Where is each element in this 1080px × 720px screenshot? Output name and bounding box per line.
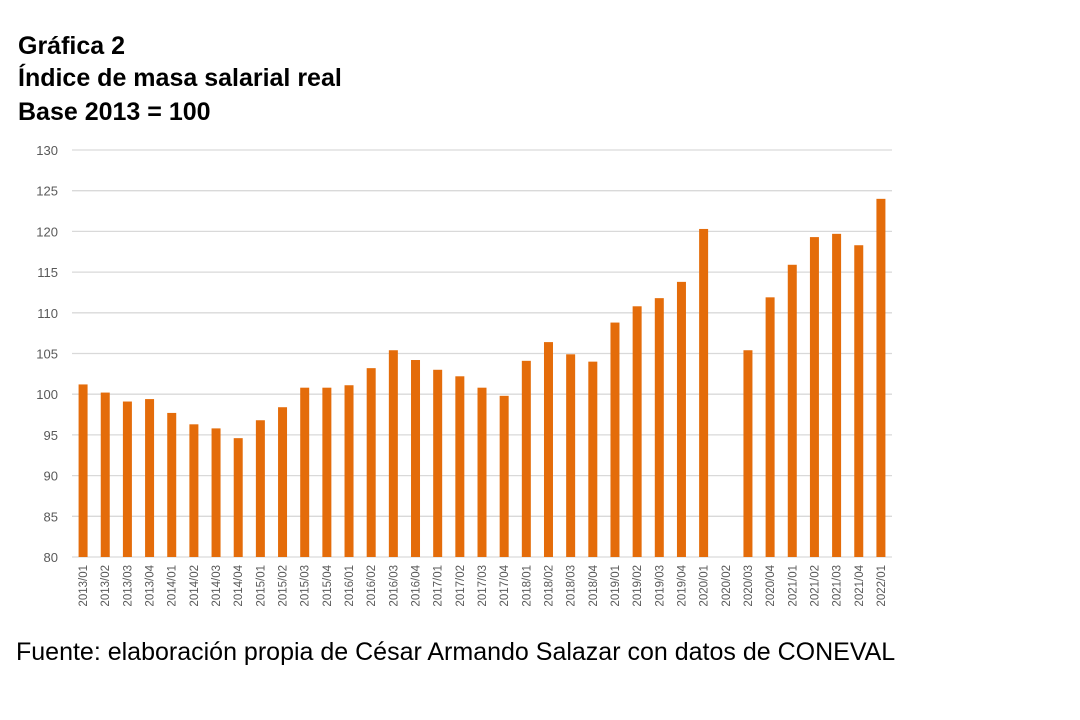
bar [433, 369, 443, 557]
bar [787, 264, 797, 557]
x-tick-label: 2021/04 [854, 564, 866, 606]
bar [765, 297, 775, 557]
bar [122, 401, 132, 557]
x-tick-label: 2018/02 [543, 565, 555, 607]
bar [854, 245, 864, 557]
y-tick-label: 80 [44, 550, 58, 565]
bar [145, 399, 155, 557]
bar [588, 361, 598, 557]
bar [100, 392, 110, 557]
x-tick-label: 2016/04 [411, 564, 423, 606]
bar [78, 384, 88, 557]
bar [189, 424, 199, 557]
bar [543, 342, 553, 557]
y-tick-label: 100 [36, 387, 58, 402]
bar [676, 281, 686, 557]
y-tick-label: 95 [44, 428, 58, 443]
y-tick-label: 90 [44, 469, 58, 484]
x-tick-label: 2014/04 [233, 564, 245, 606]
bar [455, 376, 465, 557]
x-tick-label: 2013/03 [122, 565, 134, 607]
x-tick-label: 2015/02 [278, 565, 290, 607]
x-tick-label: 2017/02 [455, 565, 467, 607]
bar [211, 428, 221, 557]
chart-title-line-2: Índice de masa salarial real [18, 64, 342, 92]
bar [411, 360, 421, 557]
y-tick-label: 105 [36, 347, 58, 362]
bar [876, 198, 886, 557]
x-tick-label: 2017/03 [477, 565, 489, 607]
x-tick-label: 2019/02 [632, 565, 644, 607]
bar [521, 360, 531, 557]
y-tick-label: 85 [44, 509, 58, 524]
bar [499, 395, 509, 557]
chart-title-line-1: Gráfica 2 [18, 32, 126, 60]
x-tick-label: 2021/01 [787, 565, 799, 607]
bar [366, 368, 376, 557]
x-tick-label: 2018/04 [588, 564, 600, 606]
x-tick-label: 2013/01 [78, 565, 90, 607]
x-tick-label: 2020/04 [765, 564, 777, 606]
x-tick-label: 2014/03 [211, 565, 223, 607]
bar [388, 350, 398, 557]
bar [743, 350, 753, 557]
x-tick-label: 2018/03 [566, 565, 578, 607]
bar [610, 322, 620, 557]
bar [344, 385, 354, 557]
bar [654, 298, 664, 557]
bar [322, 387, 332, 557]
x-tick-label: 2017/01 [433, 565, 445, 607]
x-tick-label: 2015/04 [322, 564, 334, 606]
x-tick-label: 2020/01 [699, 565, 711, 607]
bar [477, 387, 487, 557]
x-tick-label: 2017/04 [499, 564, 511, 606]
bar [632, 306, 642, 557]
x-tick-label: 2016/02 [366, 565, 378, 607]
y-tick-label: 115 [37, 265, 58, 280]
bar [300, 387, 310, 557]
bar [233, 438, 243, 557]
chart-title-line-3: Base 2013 = 100 [18, 98, 211, 126]
x-tick-label: 2019/04 [676, 564, 688, 606]
x-tick-label: 2019/01 [610, 565, 622, 607]
x-tick-label: 2016/03 [388, 565, 400, 607]
x-tick-label: 2020/03 [743, 565, 755, 607]
x-tick-label: 2021/02 [809, 565, 821, 607]
x-tick-label: 2022/01 [876, 565, 888, 607]
bar [167, 412, 177, 557]
y-tick-label: 125 [36, 184, 58, 199]
y-tick-label: 120 [36, 224, 58, 239]
x-tick-label: 2016/01 [344, 565, 356, 607]
bar [255, 420, 265, 557]
x-tick-label: 2018/01 [521, 565, 533, 607]
bar [278, 407, 288, 557]
x-tick-label: 2014/01 [167, 565, 179, 607]
bar [566, 354, 576, 557]
x-tick-label: 2013/02 [100, 565, 112, 607]
x-tick-label: 2015/03 [300, 565, 312, 607]
x-tick-label: 2013/04 [145, 564, 157, 606]
x-tick-label: 2019/03 [654, 565, 666, 607]
y-tick-label: 130 [36, 143, 58, 158]
bar [832, 233, 842, 558]
x-tick-label: 2014/02 [189, 565, 201, 607]
x-tick-label: 2021/03 [832, 565, 844, 607]
source-note: Fuente: elaboración propia de César Arma… [16, 638, 896, 666]
x-tick-label: 2015/01 [255, 565, 267, 607]
x-tick-label: 2020/02 [721, 565, 733, 607]
bar [699, 228, 709, 557]
y-tick-label: 110 [37, 306, 58, 321]
bar [809, 237, 819, 557]
